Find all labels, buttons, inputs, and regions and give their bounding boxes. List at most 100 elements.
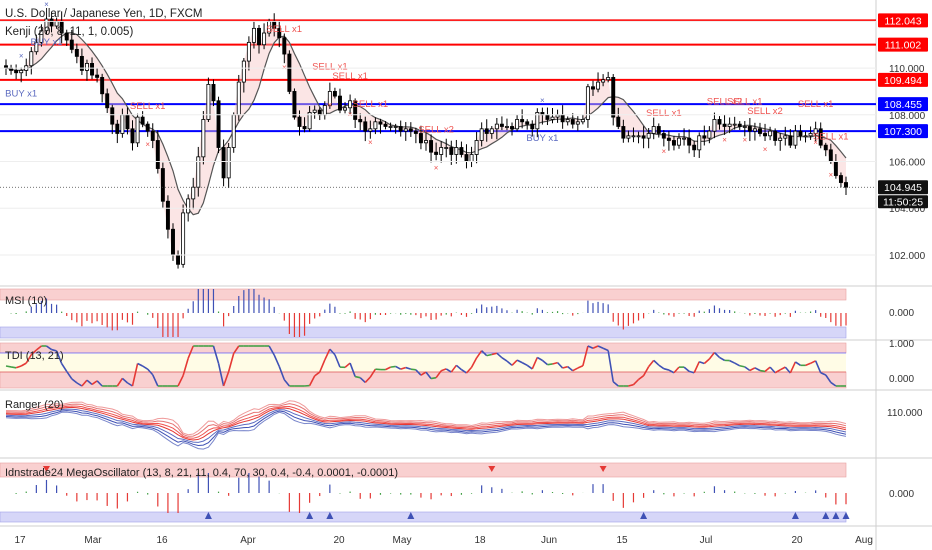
tdi-segment	[673, 366, 680, 374]
tdi-segment	[227, 353, 235, 372]
candle-body	[565, 119, 570, 123]
msi-scale-label: 0.000	[889, 308, 914, 319]
candle-body	[29, 51, 34, 67]
tdi-segment	[470, 357, 478, 368]
candle-body	[262, 32, 267, 46]
candlesticks	[4, 11, 848, 269]
candle-body	[479, 128, 484, 141]
candle-body	[651, 126, 656, 134]
tdi-segment	[131, 363, 139, 387]
tdi-segment	[137, 362, 143, 367]
candle-body	[181, 212, 186, 265]
candle-body	[636, 135, 641, 138]
tdi-segment	[147, 368, 154, 376]
candle-body	[135, 116, 140, 144]
candle-body	[353, 100, 358, 120]
last-price-tag: 104.945 11:50:25	[878, 180, 928, 209]
candle-body	[611, 77, 616, 118]
candle-body	[580, 119, 585, 123]
candle-body	[484, 128, 489, 134]
indicator-title[interactable]: Kenji (20, 8, 11, 1, 0.005)	[5, 26, 133, 38]
tdi-segment	[830, 381, 837, 387]
signal-marker: ×	[661, 147, 666, 156]
mega-sell-triangle	[599, 466, 607, 472]
tdi-segment	[810, 360, 816, 365]
candle-body	[150, 130, 155, 141]
signal-marker: ×	[19, 51, 24, 60]
tdi-segment	[81, 379, 88, 387]
candle-body	[798, 130, 803, 137]
candle-body	[241, 60, 246, 83]
candle-body	[145, 123, 150, 132]
tdi-segment	[820, 372, 827, 376]
tdi-segment	[344, 362, 351, 368]
tdi-segment	[713, 351, 721, 359]
price-tick-label: 106.000	[889, 158, 926, 169]
candle-body	[292, 91, 297, 118]
candle-body	[621, 126, 626, 139]
tdi-segment	[385, 366, 391, 371]
sell-signal-label: SELL x1	[798, 99, 834, 110]
tdi-segment	[369, 368, 377, 378]
price-level-label: 108.455	[884, 99, 922, 111]
candle-body	[211, 84, 216, 102]
tdi-segment	[182, 358, 189, 376]
signal-marker: ×	[742, 135, 747, 144]
candle-body	[803, 135, 808, 138]
tdi-segment	[744, 366, 751, 372]
candle-body	[236, 81, 241, 116]
tdi-segment	[25, 354, 32, 364]
candle-body	[833, 161, 838, 176]
candle-body	[737, 123, 742, 127]
candle-body	[449, 147, 454, 155]
msi-title[interactable]: MSI (10)	[5, 295, 47, 307]
tdi-segment	[318, 359, 326, 373]
tdi-segment	[582, 345, 589, 366]
sell-signal-label: SELL x1	[267, 24, 303, 35]
tdi-segment	[455, 364, 462, 371]
candle-body	[388, 126, 393, 128]
candle-body	[317, 109, 322, 116]
tdi-title[interactable]: TDI (13, 21)	[5, 350, 64, 362]
candle-body	[176, 254, 181, 265]
candle-body	[459, 147, 464, 155]
tdi-segment	[20, 362, 27, 367]
candle-body	[682, 137, 687, 140]
tdi-segment	[814, 360, 822, 374]
candle-body	[545, 114, 550, 120]
tdi-segment	[390, 365, 396, 368]
time-tick: Mar	[84, 535, 102, 546]
tdi-segment	[187, 345, 194, 359]
tdi-segment	[415, 369, 422, 376]
tdi-scale-label-bottom: 0.000	[889, 374, 914, 385]
candle-body	[778, 137, 783, 141]
sell-signal-label: SELL x2	[418, 125, 454, 136]
sell-signal-label: SELL x1	[646, 108, 682, 119]
ranger-title[interactable]: Ranger (20)	[5, 399, 64, 411]
candle-body	[398, 126, 403, 132]
tdi-segment	[60, 363, 68, 372]
candle-body	[464, 154, 469, 162]
candle-body	[747, 126, 752, 132]
candle-body	[844, 182, 848, 188]
tdi-segment	[526, 364, 533, 370]
tdi-segment	[55, 350, 63, 364]
time-tick: Jun	[541, 535, 557, 546]
tdi-segment	[96, 380, 103, 387]
candle-body	[393, 126, 398, 128]
tdi-segment	[430, 376, 437, 380]
tdi-segment	[754, 367, 761, 372]
mega-title[interactable]: Idnstrade24 MegaOscillator (13, 8, 21, 1…	[5, 467, 398, 479]
candle-body	[758, 128, 762, 134]
tdi-segment	[481, 350, 488, 357]
tdi-segment	[10, 366, 17, 369]
tdi-segment	[400, 366, 406, 370]
candle-body	[413, 130, 418, 134]
price-tick-label: 110.000	[889, 64, 925, 75]
signal-marker: ×	[763, 145, 768, 154]
tdi-segment	[268, 345, 275, 356]
tdi-segment	[491, 352, 498, 356]
candle-body	[666, 137, 671, 141]
tdi-segment	[567, 366, 574, 372]
